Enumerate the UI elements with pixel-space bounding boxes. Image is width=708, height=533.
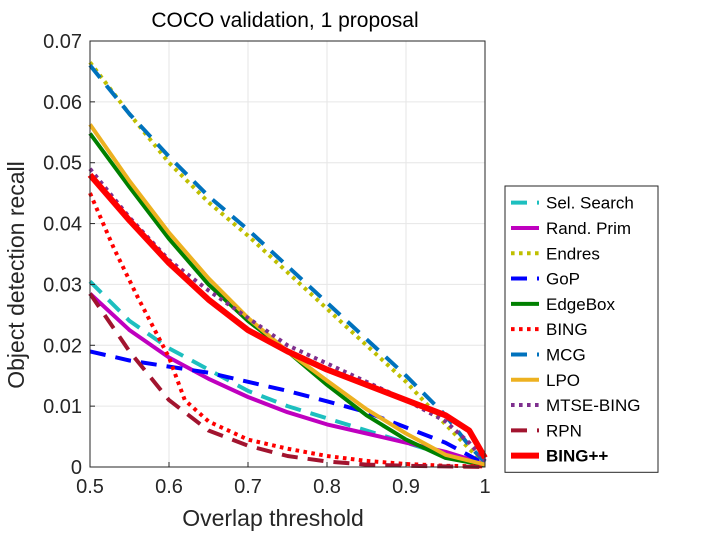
legend-label: MCG [546,345,586,364]
legend-label: BING++ [546,447,608,466]
series-layer [87,61,488,469]
legend-label: MTSE-BING [546,396,640,415]
plot-frame [89,40,486,468]
legend-label: Endres [546,244,600,263]
series-line-bing- [87,172,488,460]
legend-label: Rand. Prim [546,219,631,238]
legend-label: LPO [546,371,580,390]
y-tick-label: 0.02 [43,335,82,357]
y-tick-label: 0.01 [43,396,82,418]
y-tick-label: 0.03 [43,274,82,296]
chart-title: COCO validation, 1 proposal [151,9,418,32]
x-tick-label: 0.9 [392,476,420,498]
y-axis-title: Object detection recall [3,161,29,389]
x-tick-label: 0.5 [76,476,104,498]
legend-label: BING [546,320,588,339]
legend-label: RPN [546,421,582,440]
x-tick-label: 1 [479,476,490,498]
series-line-mcg [88,64,487,464]
legend-label: GoP [546,270,580,289]
y-tick-label: 0.04 [43,214,82,236]
series-line-bing [88,192,486,469]
series-line-edgebox [88,132,486,468]
legend-label: Sel. Search [546,194,634,213]
y-tick-label: 0.05 [43,153,82,175]
x-tick-label: 0.8 [313,476,341,498]
y-ticks: 0 0.01 0.02 0.03 0.04 0.05 0.06 0.07 [43,31,95,479]
x-tick-label: 0.7 [234,476,262,498]
y-tick-label: 0.06 [43,92,82,114]
y-tick-label: 0 [71,457,82,479]
series-line-mtse-bing [88,167,487,463]
series-line-gop [89,349,486,466]
series-line-endres [88,61,487,466]
y-tick-label: 0.07 [43,31,82,53]
legend: Sel. Search Rand. Prim Endres GoP EdgeBox BIN… [504,185,659,473]
grid [89,40,486,468]
x-axis-title: Overlap threshold [182,505,364,531]
series-line-rpn [88,292,486,469]
legend-label: EdgeBox [546,295,615,314]
x-tick-label: 0.6 [155,476,183,498]
x-ticks: 0.5 0.6 0.7 0.8 0.9 1 [76,462,491,498]
series-line-sel-search [88,279,486,468]
